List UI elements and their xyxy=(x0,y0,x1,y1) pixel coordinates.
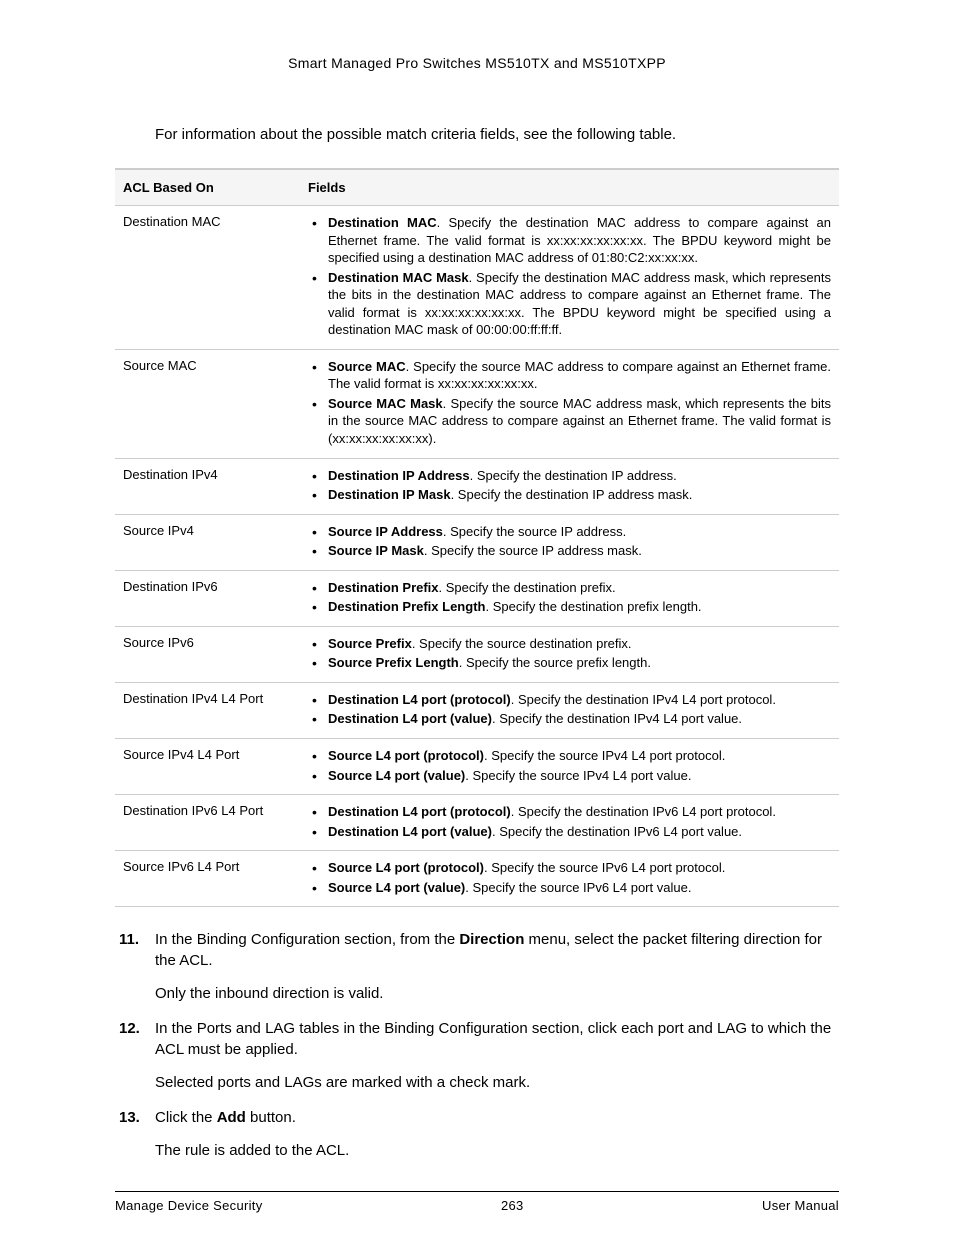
footer-left: Manage Device Security xyxy=(115,1198,263,1213)
acl-based-on-cell: Source IPv6 xyxy=(115,626,300,682)
table-row: Source MACSource MAC. Specify the source… xyxy=(115,349,839,458)
step-number: 12. xyxy=(119,1018,140,1039)
acl-table: ACL Based On Fields Destination MACDesti… xyxy=(115,168,839,907)
fields-cell: Source L4 port (protocol). Specify the s… xyxy=(300,739,839,795)
field-item: Destination IP Mask. Specify the destina… xyxy=(308,486,831,504)
table-row: Source IPv6 Source Prefix. Specify the so… xyxy=(115,626,839,682)
table-row: Source IPv6 L4 Port Source L4 port (proto… xyxy=(115,851,839,907)
footer-page-number: 263 xyxy=(501,1198,524,1213)
acl-based-on-cell: Source IPv6 L4 Port xyxy=(115,851,300,907)
field-item: Source L4 port (value). Specify the sour… xyxy=(308,767,831,785)
page-footer: Manage Device Security 263 User Manual xyxy=(115,1198,839,1213)
steps-list: 11. In the Binding Configuration section,… xyxy=(115,929,839,1161)
table-row: Destination MACDestination MAC. Specify … xyxy=(115,206,839,350)
field-item: Destination Prefix. Specify the destinat… xyxy=(308,579,831,597)
step-number: 13. xyxy=(119,1107,140,1128)
table-row: Destination IPv4 L4 Port Destination L4 p… xyxy=(115,682,839,738)
fields-cell: Source L4 port (protocol). Specify the s… xyxy=(300,851,839,907)
field-item: Destination Prefix Length. Specify the d… xyxy=(308,598,831,616)
field-item: Destination MAC Mask. Specify the destin… xyxy=(308,269,831,339)
fields-cell: Destination L4 port (protocol). Specify … xyxy=(300,682,839,738)
fields-cell: Source IP Address. Specify the source IP… xyxy=(300,514,839,570)
field-item: Source L4 port (protocol). Specify the s… xyxy=(308,747,831,765)
table-row: Source IPv4 Source IP Address. Specify th… xyxy=(115,514,839,570)
acl-based-on-cell: Destination MAC xyxy=(115,206,300,350)
step-item: 12. In the Ports and LAG tables in the Bi… xyxy=(115,1018,839,1093)
step-body: Click the Add button. xyxy=(155,1107,839,1128)
step-body: In the Binding Configuration section, fr… xyxy=(155,929,839,971)
fields-cell: Destination MAC. Specify the destination… xyxy=(300,206,839,350)
table-row: Destination IPv6 L4 Port Destination L4 p… xyxy=(115,795,839,851)
acl-based-on-cell: Source IPv4 xyxy=(115,514,300,570)
fields-cell: Destination L4 port (protocol). Specify … xyxy=(300,795,839,851)
field-item: Source Prefix. Specify the source destin… xyxy=(308,635,831,653)
table-header-acl: ACL Based On xyxy=(115,169,300,206)
field-item: Destination MAC. Specify the destination… xyxy=(308,214,831,267)
step-note: Only the inbound direction is valid. xyxy=(155,983,839,1004)
acl-based-on-cell: Destination IPv4 xyxy=(115,458,300,514)
step-item: 13. Click the Add button. The rule is adde… xyxy=(115,1107,839,1161)
field-item: Destination L4 port (value). Specify the… xyxy=(308,823,831,841)
field-item: Source Prefix Length. Specify the source… xyxy=(308,654,831,672)
acl-based-on-cell: Source IPv4 L4 Port xyxy=(115,739,300,795)
field-item: Source IP Mask. Specify the source IP ad… xyxy=(308,542,831,560)
page-header-title: Smart Managed Pro Switches MS510TX and M… xyxy=(115,55,839,71)
field-item: Destination L4 port (value). Specify the… xyxy=(308,710,831,728)
fields-cell: Source Prefix. Specify the source destin… xyxy=(300,626,839,682)
acl-based-on-cell: Destination IPv6 L4 Port xyxy=(115,795,300,851)
fields-cell: Destination Prefix. Specify the destinat… xyxy=(300,570,839,626)
field-item: Destination L4 port (protocol). Specify … xyxy=(308,691,831,709)
fields-cell: Destination IP Address. Specify the dest… xyxy=(300,458,839,514)
table-header-fields: Fields xyxy=(300,169,839,206)
step-item: 11. In the Binding Configuration section,… xyxy=(115,929,839,1004)
field-item: Destination L4 port (protocol). Specify … xyxy=(308,803,831,821)
table-row: Destination IPv4 Destination IP Address. … xyxy=(115,458,839,514)
step-body: In the Ports and LAG tables in the Bindi… xyxy=(155,1018,839,1060)
field-item: Destination IP Address. Specify the dest… xyxy=(308,467,831,485)
field-item: Source MAC. Specify the source MAC addre… xyxy=(308,358,831,393)
field-item: Source L4 port (value). Specify the sour… xyxy=(308,879,831,897)
field-item: Source IP Address. Specify the source IP… xyxy=(308,523,831,541)
footer-divider xyxy=(115,1191,839,1192)
table-row: Source IPv4 L4 Port Source L4 port (proto… xyxy=(115,739,839,795)
step-number: 11. xyxy=(119,929,139,950)
field-item: Source L4 port (protocol). Specify the s… xyxy=(308,859,831,877)
acl-based-on-cell: Destination IPv4 L4 Port xyxy=(115,682,300,738)
acl-based-on-cell: Source MAC xyxy=(115,349,300,458)
intro-text: For information about the possible match… xyxy=(155,126,839,143)
step-note: Selected ports and LAGs are marked with … xyxy=(155,1072,839,1093)
step-note: The rule is added to the ACL. xyxy=(155,1140,839,1161)
table-row: Destination IPv6 Destination Prefix. Spec… xyxy=(115,570,839,626)
fields-cell: Source MAC. Specify the source MAC addre… xyxy=(300,349,839,458)
field-item: Source MAC Mask. Specify the source MAC … xyxy=(308,395,831,448)
footer-right: User Manual xyxy=(762,1198,839,1213)
acl-based-on-cell: Destination IPv6 xyxy=(115,570,300,626)
